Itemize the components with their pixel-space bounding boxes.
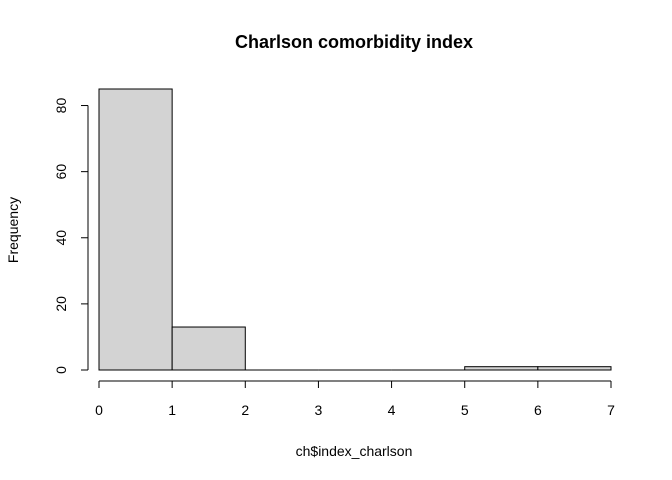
histogram-bar-5 [464, 366, 539, 371]
x-axis: 0 1 2 3 4 5 6 7 [95, 380, 615, 418]
x-tick-label-6: 6 [534, 402, 542, 418]
x-tick-label-1: 1 [168, 402, 176, 418]
chart-title: Charlson comorbidity index [235, 32, 473, 52]
x-tick-label-4: 4 [388, 402, 396, 418]
x-tick-label-0: 0 [95, 402, 103, 418]
bars-group [98, 88, 612, 371]
x-axis-label: ch$index_charlson [296, 443, 413, 459]
x-tick-label-3: 3 [315, 402, 323, 418]
histogram-bar-1 [171, 326, 246, 371]
y-tick-label-3: 60 [53, 164, 69, 180]
y-tick-label-2: 40 [53, 230, 69, 246]
x-tick-label-5: 5 [461, 402, 469, 418]
y-tick-label-4: 80 [53, 98, 69, 114]
y-axis: 0 20 40 60 80 [53, 98, 89, 374]
y-axis-label: Frequency [5, 197, 21, 263]
x-tick-label-2: 2 [241, 402, 249, 418]
x-tick-label-7: 7 [607, 402, 615, 418]
y-tick-label-0: 0 [53, 366, 69, 374]
histogram-bar-0 [98, 88, 173, 371]
histogram-bar-6 [537, 366, 612, 371]
y-tick-label-1: 20 [53, 296, 69, 312]
